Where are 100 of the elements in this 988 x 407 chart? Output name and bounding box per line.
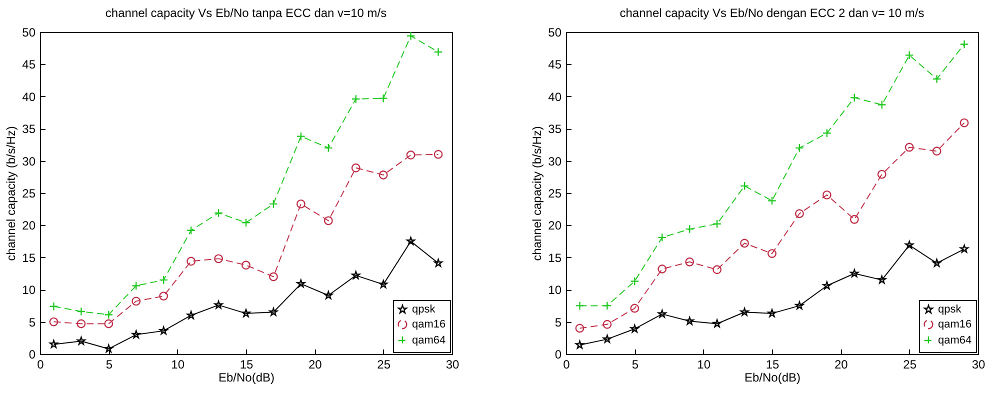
point [740, 181, 750, 190]
y-axis-title: channel capacity (b/s/Hz) [4, 126, 18, 261]
point [378, 170, 388, 180]
point [904, 142, 914, 152]
y-tick-label: 15 [22, 250, 36, 265]
x-tick-label: 15 [240, 358, 254, 372]
y-tick-label: 45 [548, 58, 562, 72]
point [658, 264, 667, 274]
point [685, 257, 694, 266]
point [214, 208, 224, 218]
point [877, 170, 886, 179]
y-tick-label: 10 [548, 283, 562, 298]
legend-label: qam16 [938, 318, 972, 330]
point [630, 276, 640, 286]
point [324, 290, 333, 300]
point [712, 265, 722, 274]
x-tick-label: 20 [834, 358, 848, 372]
y-tick-label: 25 [22, 186, 36, 200]
point [378, 94, 388, 103]
point [768, 196, 776, 206]
x-tick-label: 10 [697, 358, 711, 372]
point [602, 301, 612, 310]
x-tick-label: 0 [37, 358, 44, 372]
legend-label: qam64 [412, 334, 446, 346]
point [242, 218, 250, 228]
x-tick-label: 30 [972, 358, 986, 372]
point [877, 100, 886, 110]
point [850, 214, 859, 224]
point [406, 31, 416, 40]
point [132, 296, 141, 306]
legend-label: qam16 [412, 318, 446, 330]
x-tick-label: 15 [766, 358, 780, 372]
x-tick-label: 20 [308, 358, 322, 372]
y-tick-label: 5 [28, 315, 36, 330]
point [49, 317, 58, 326]
point [850, 93, 859, 102]
x-axis-title: Eb/No(dB) [218, 370, 275, 384]
x-tick-label: 5 [632, 358, 639, 372]
y-tick-label: 35 [22, 122, 36, 136]
point [932, 74, 942, 84]
y-tick-label: 5 [554, 315, 562, 330]
y-tick-label: 50 [22, 26, 36, 40]
y-tick-label: 20 [22, 218, 36, 233]
point [186, 256, 196, 266]
x-tick-label: 30 [446, 358, 460, 372]
chart-title: channel capacity Vs Eb/No tanpa ECC dan v=10 m/s [105, 6, 387, 20]
point [296, 132, 306, 141]
point [822, 128, 832, 138]
x-tick-label: 0 [563, 358, 570, 372]
chart-title: channel capacity Vs Eb/No dengan ECC 2 dan v= 10 m/s [620, 6, 924, 20]
y-tick-label: 40 [22, 90, 36, 104]
y-tick-label: 20 [548, 218, 562, 233]
point [268, 272, 278, 282]
point [186, 310, 196, 320]
point [159, 275, 168, 284]
point [76, 319, 86, 328]
point [602, 320, 612, 329]
y-tick-label: 30 [548, 154, 562, 168]
point [794, 209, 804, 218]
point [186, 226, 196, 235]
point [960, 40, 969, 49]
point [822, 281, 832, 290]
x-tick-label: 5 [106, 358, 113, 372]
point [324, 216, 333, 226]
point [268, 199, 278, 208]
point [214, 254, 224, 264]
point [324, 143, 333, 152]
point [712, 319, 722, 328]
legend-label: qam64 [938, 334, 972, 346]
point [434, 150, 443, 159]
point [878, 275, 886, 284]
y-tick-label: 40 [548, 90, 562, 104]
point [822, 190, 832, 200]
y-tick-label: 30 [22, 154, 36, 168]
x-axis-title: Eb/No(dB) [744, 370, 801, 384]
y-tick-label: 0 [554, 348, 562, 362]
y-tick-label: 45 [22, 58, 36, 72]
point [406, 150, 416, 160]
point [49, 340, 58, 348]
point [904, 50, 914, 60]
point [296, 199, 306, 208]
point [685, 224, 694, 234]
point [658, 232, 667, 242]
y-tick-label: 0 [28, 348, 36, 362]
y-tick-label: 50 [548, 26, 562, 40]
point [602, 334, 612, 343]
point [104, 310, 114, 320]
point [104, 319, 114, 328]
legend-label: qpsk [938, 304, 962, 316]
legend-label: qpsk [412, 304, 436, 316]
point [575, 301, 584, 310]
x-tick-label: 25 [377, 358, 391, 372]
y-axis-title: channel capacity (b/s/Hz) [530, 126, 544, 261]
point [159, 292, 168, 301]
point [242, 308, 250, 318]
y-tick-label: 15 [548, 250, 562, 265]
y-tick-label: 10 [22, 283, 36, 298]
x-tick-label: 10 [171, 358, 185, 372]
point [159, 326, 168, 335]
point [49, 302, 58, 311]
